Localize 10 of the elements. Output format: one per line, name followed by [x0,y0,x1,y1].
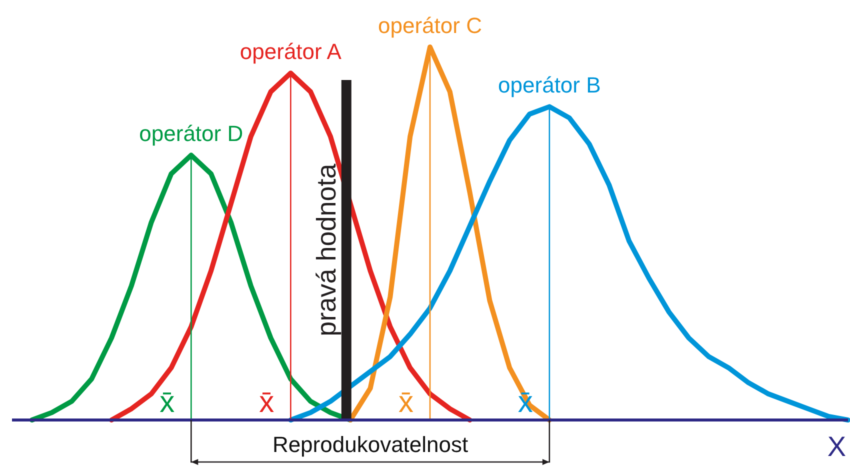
series-label: operátor D [139,121,244,146]
series-label: operátor A [240,39,342,64]
x-axis-title: X [827,431,846,462]
series-label: operátor C [378,13,482,38]
annotation: x̄ [398,386,414,419]
annotation: x̄ [160,386,175,419]
series-label: operátor B [498,72,601,98]
annotation: pravá hodnota [311,162,342,336]
text: Reprodukovatelnost [272,432,468,457]
annotation: x̄ [259,386,274,419]
